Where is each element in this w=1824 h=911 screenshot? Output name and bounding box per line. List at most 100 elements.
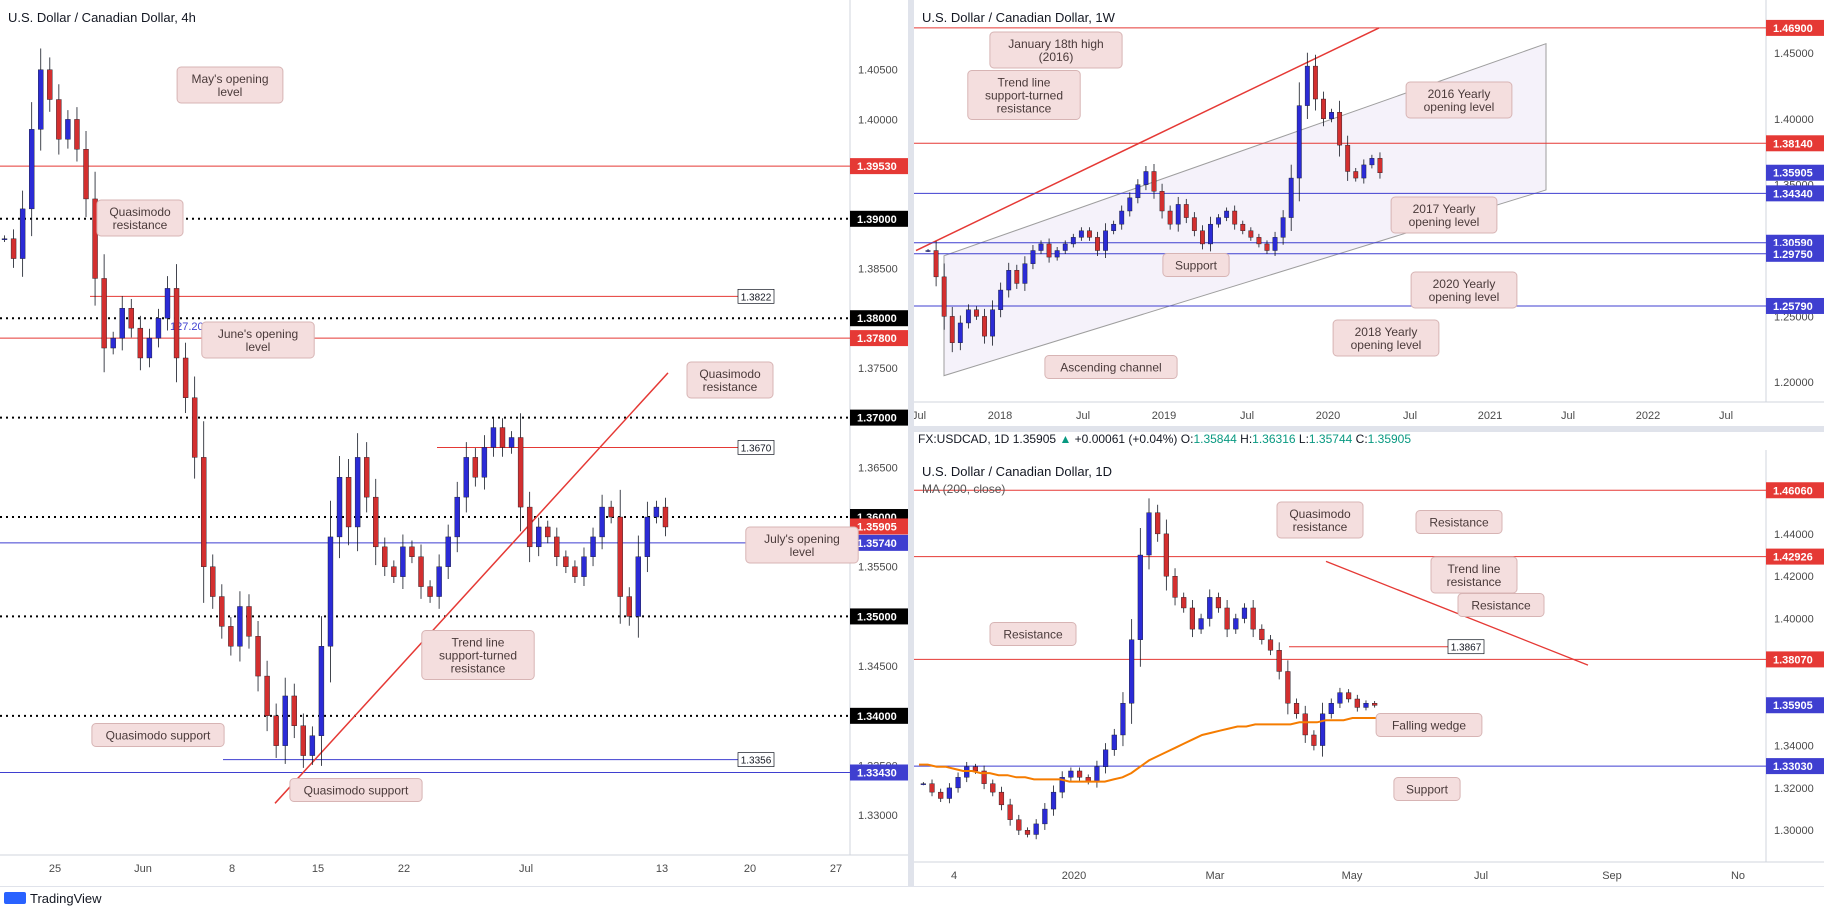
annotation-label: Quasimodo support [106, 729, 211, 743]
annotation-box[interactable] [91, 723, 225, 747]
chart-panel-1w[interactable]: U.S. Dollar / Canadian Dollar, 1W 1.4500… [914, 0, 1824, 426]
price-axis-tag-label: 1.34340 [1773, 188, 1813, 200]
candle [608, 506, 614, 518]
candle [382, 546, 388, 567]
annotation-label: Trend line [998, 76, 1051, 90]
annotation-box[interactable] [1276, 501, 1364, 539]
candle [1050, 791, 1057, 810]
annotation-box[interactable] [1162, 253, 1230, 277]
candle [1087, 230, 1092, 238]
annotation-box[interactable] [176, 66, 284, 104]
annotation-box[interactable] [201, 321, 315, 359]
candle [635, 556, 642, 617]
candle [965, 309, 971, 324]
x-tick-label: 2020 [1316, 410, 1340, 422]
footer-bar: TradingView [0, 886, 1824, 911]
x-tick-label: Jun [134, 863, 152, 875]
candle [1345, 144, 1351, 172]
level-tag [737, 288, 775, 304]
annotation-box[interactable] [989, 31, 1123, 69]
candle [526, 506, 533, 548]
y-tick-label: 1.40000 [858, 114, 898, 126]
candle [155, 318, 162, 339]
annotation-label: Quasimodo support [304, 784, 409, 798]
annotation-box[interactable] [1457, 593, 1545, 617]
annotation-box[interactable] [96, 199, 184, 237]
annotation-box[interactable] [289, 778, 423, 802]
y-tick-label: 1.38500 [858, 264, 898, 276]
annotation-label: opening level [1424, 100, 1495, 114]
annotation-box[interactable] [1393, 777, 1461, 801]
annotation-box[interactable] [421, 630, 535, 680]
annotation-label: Falling wedge [1392, 719, 1466, 733]
candle [56, 99, 62, 140]
chart-panel-4h[interactable]: U.S. Dollar / Canadian Dollar, 4h 1.4050… [0, 0, 908, 886]
y-tick-label: 1.40500 [858, 65, 898, 77]
x-tick-label: 2018 [988, 410, 1012, 422]
candle [445, 536, 451, 567]
candle [1250, 607, 1256, 630]
price-axis-tag-label: 1.37000 [857, 413, 897, 425]
price-axis-tag [1766, 297, 1824, 314]
candle [1248, 230, 1254, 238]
candle [391, 566, 397, 577]
candle [1369, 158, 1375, 166]
candle [1094, 766, 1100, 782]
candle [998, 289, 1004, 310]
chart-title: U.S. Dollar / Canadian Dollar, 1D [922, 464, 1113, 479]
candle [354, 457, 361, 528]
tradingview-logo[interactable]: TradingView [4, 891, 102, 906]
chart-4h-svg[interactable]: 1.405001.400001.395001.390001.385001.380… [0, 0, 908, 886]
annotation-box[interactable] [745, 526, 859, 564]
annotation-box[interactable] [1410, 271, 1518, 309]
symbol-label: FX:USDCAD, 1D [918, 432, 1010, 446]
candle [941, 276, 947, 317]
annotation-box[interactable] [1415, 510, 1503, 534]
candle [309, 735, 316, 756]
annotation-label: Support [1175, 259, 1218, 273]
candle [1016, 819, 1022, 831]
price-axis-tag [850, 409, 908, 426]
candle [1207, 597, 1213, 619]
candle [1172, 576, 1178, 598]
chart-1d-svg[interactable]: 1.460001.440001.420001.400001.380001.360… [914, 450, 1824, 886]
annotation-callout: Resistance [989, 622, 1077, 646]
annotation-box[interactable] [967, 70, 1081, 120]
candle [1137, 554, 1143, 640]
annotation-box[interactable] [1405, 81, 1513, 119]
panel-divider[interactable] [914, 426, 1824, 432]
annotation-box[interactable] [1390, 196, 1498, 234]
chart-1w-svg[interactable]: 1.450001.400001.350001.300001.250001.200… [914, 0, 1824, 426]
y-tick-label: 1.42000 [1774, 571, 1814, 583]
chart-title: U.S. Dollar / Canadian Dollar, 1W [922, 10, 1115, 25]
candle [1304, 65, 1310, 106]
annotation-label: Resistance [1429, 516, 1489, 530]
level-tag [737, 440, 775, 455]
candle [1353, 171, 1359, 179]
candle [955, 777, 961, 789]
annotation-box[interactable] [686, 361, 774, 399]
annotation-box[interactable] [1332, 319, 1440, 357]
price-axis-tag-label: 1.33430 [857, 767, 897, 779]
candle [1022, 263, 1028, 284]
annotation-label: resistance [1293, 520, 1348, 534]
annotation-label: July's opening [764, 532, 840, 546]
price-axis-tag-label: 1.38140 [1773, 138, 1813, 150]
annotation-label: 2016 Yearly [1428, 87, 1491, 101]
candle [472, 457, 479, 478]
trend-line [915, 27, 1380, 252]
chart-panel-1d[interactable]: U.S. Dollar / Canadian Dollar, 1D MA (20… [914, 450, 1824, 886]
candle [1143, 171, 1149, 185]
tradingview-icon [4, 892, 26, 904]
candle [318, 646, 325, 736]
x-tick-label: 20 [744, 863, 756, 875]
annotation-box[interactable] [1044, 355, 1178, 379]
price-axis-tag [1766, 245, 1824, 262]
annotation-box[interactable] [989, 622, 1077, 646]
ascending-channel [943, 43, 1547, 377]
panel-divider[interactable] [908, 0, 914, 886]
candle [1, 238, 8, 240]
annotation-box[interactable] [1375, 713, 1483, 737]
